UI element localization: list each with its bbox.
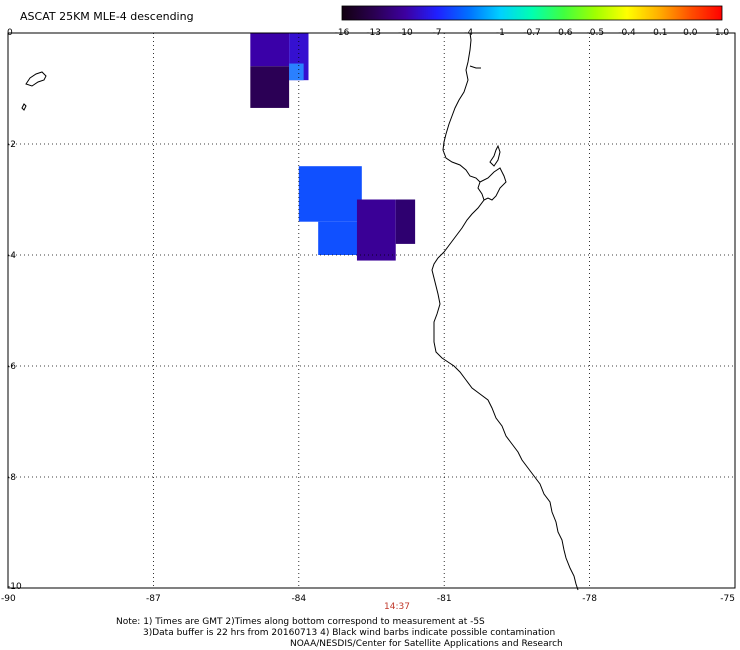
x-tick-label: -75 <box>720 594 735 604</box>
swath-cell <box>298 166 362 222</box>
time-label: 14:37 <box>384 602 410 612</box>
x-tick-label: -78 <box>582 594 597 604</box>
x-tick-label: -81 <box>437 594 452 604</box>
note-line-3: NOAA/NESDIS/Center for Satellite Applica… <box>290 639 563 649</box>
wind-swaths <box>250 33 416 261</box>
coastline-island-puna <box>489 144 501 167</box>
coastline <box>21 32 579 591</box>
galapagos-island-small <box>21 103 27 111</box>
y-tick-label: -8 <box>7 473 16 483</box>
coastline-peninsula <box>469 65 481 69</box>
plot-frame <box>7 32 736 589</box>
x-tick-label: -90 <box>1 594 16 604</box>
note-line-2: 3)Data buffer is 22 hrs from 20160713 4)… <box>143 628 556 638</box>
note-line-1: Note: 1) Times are GMT 2)Times along bot… <box>116 617 485 627</box>
galapagos-island-main <box>25 71 47 87</box>
gridlines <box>8 33 735 588</box>
coastline-gulf <box>479 167 507 201</box>
swath-cell <box>289 63 304 81</box>
y-tick-label: -10 <box>7 582 22 592</box>
x-tick-label: -87 <box>146 594 161 604</box>
map-title: ASCAT 25KM MLE-4 descending <box>20 10 194 23</box>
swath-cell <box>250 66 290 108</box>
y-tick-label: -2 <box>7 140 16 150</box>
y-tick-label: -6 <box>7 362 16 372</box>
y-tick-label: -4 <box>7 251 16 261</box>
swath-cell <box>395 199 416 244</box>
x-tick-label: -84 <box>291 594 306 604</box>
y-tick-label: 0 <box>7 28 13 38</box>
plot-area: -90 -87 -84 -81 -78 -75 0 -2 -4 -6 -8 -10 <box>1 28 736 604</box>
swath-cell <box>318 221 362 255</box>
coastline-mainland <box>431 32 579 591</box>
swath-cell <box>250 33 290 67</box>
colorbar-gradient <box>341 5 723 21</box>
swath-cell <box>356 199 396 261</box>
